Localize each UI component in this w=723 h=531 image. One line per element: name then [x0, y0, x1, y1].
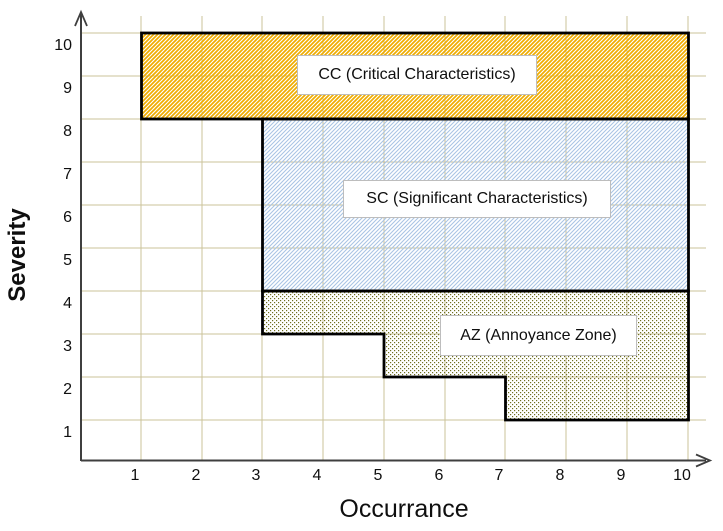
x-axis-title: Occurrance — [339, 495, 469, 523]
x-tick-7: 7 — [494, 467, 504, 484]
x-tick-3: 3 — [251, 467, 261, 484]
x-tick-9: 9 — [616, 467, 626, 484]
zone-label-sc: SC (Significant Characteristics) — [343, 180, 611, 218]
y-tick-2: 2 — [63, 381, 72, 398]
x-tick-6: 6 — [434, 467, 444, 484]
x-tick-10: 10 — [673, 467, 691, 484]
x-tick-8: 8 — [555, 467, 565, 484]
x-tick-4: 4 — [312, 467, 322, 484]
y-tick-9: 9 — [63, 80, 72, 97]
axes — [74, 9, 713, 468]
y-axis-title: Severity — [4, 208, 31, 302]
y-tick-10: 10 — [54, 37, 72, 54]
x-tick-1: 1 — [130, 467, 140, 484]
zone-label-cc: CC (Critical Characteristics) — [297, 55, 537, 95]
zone-label-az: AZ (Annoyance Zone) — [440, 315, 637, 356]
x-tick-5: 5 — [373, 467, 383, 484]
y-tick-3: 3 — [63, 338, 72, 355]
y-tick-7: 7 — [63, 166, 72, 183]
y-tick-1: 1 — [63, 424, 72, 441]
y-tick-8: 8 — [63, 123, 72, 140]
y-tick-5: 5 — [63, 252, 72, 269]
y-axis-arrow-icon — [74, 9, 88, 27]
y-tick-4: 4 — [63, 295, 72, 312]
x-tick-2: 2 — [191, 467, 201, 484]
y-tick-6: 6 — [63, 209, 72, 226]
x-axis-arrow-icon — [695, 453, 713, 468]
